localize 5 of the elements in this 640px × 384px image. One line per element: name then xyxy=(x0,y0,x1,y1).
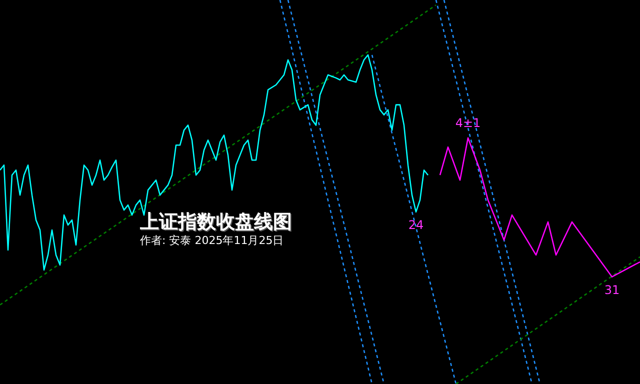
annotation: 31 xyxy=(604,282,620,297)
text: 作者: 安泰 2025年11月25日 xyxy=(140,233,284,248)
annotation: 4±1 xyxy=(455,116,481,130)
text: 上证指数收盘线图 xyxy=(140,210,292,234)
annotation: 24 xyxy=(408,218,424,232)
